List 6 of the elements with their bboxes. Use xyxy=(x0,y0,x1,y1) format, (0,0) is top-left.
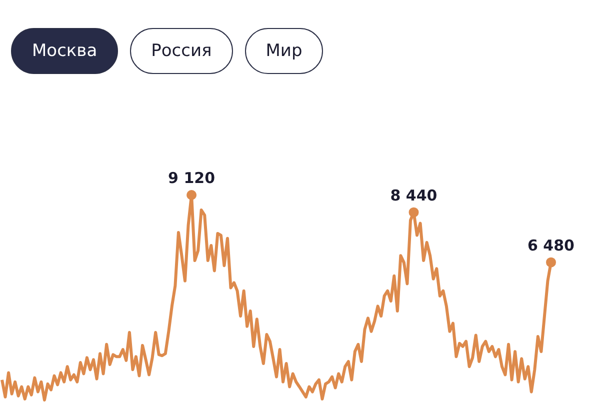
data-label: 8 440 xyxy=(390,186,438,204)
tab-button: Москва xyxy=(11,28,118,74)
data-label: 6 480 xyxy=(528,236,574,254)
tab-button: Россия xyxy=(130,28,233,74)
data-label: 9 120 xyxy=(168,169,216,187)
tab-button: Мир xyxy=(244,28,324,74)
